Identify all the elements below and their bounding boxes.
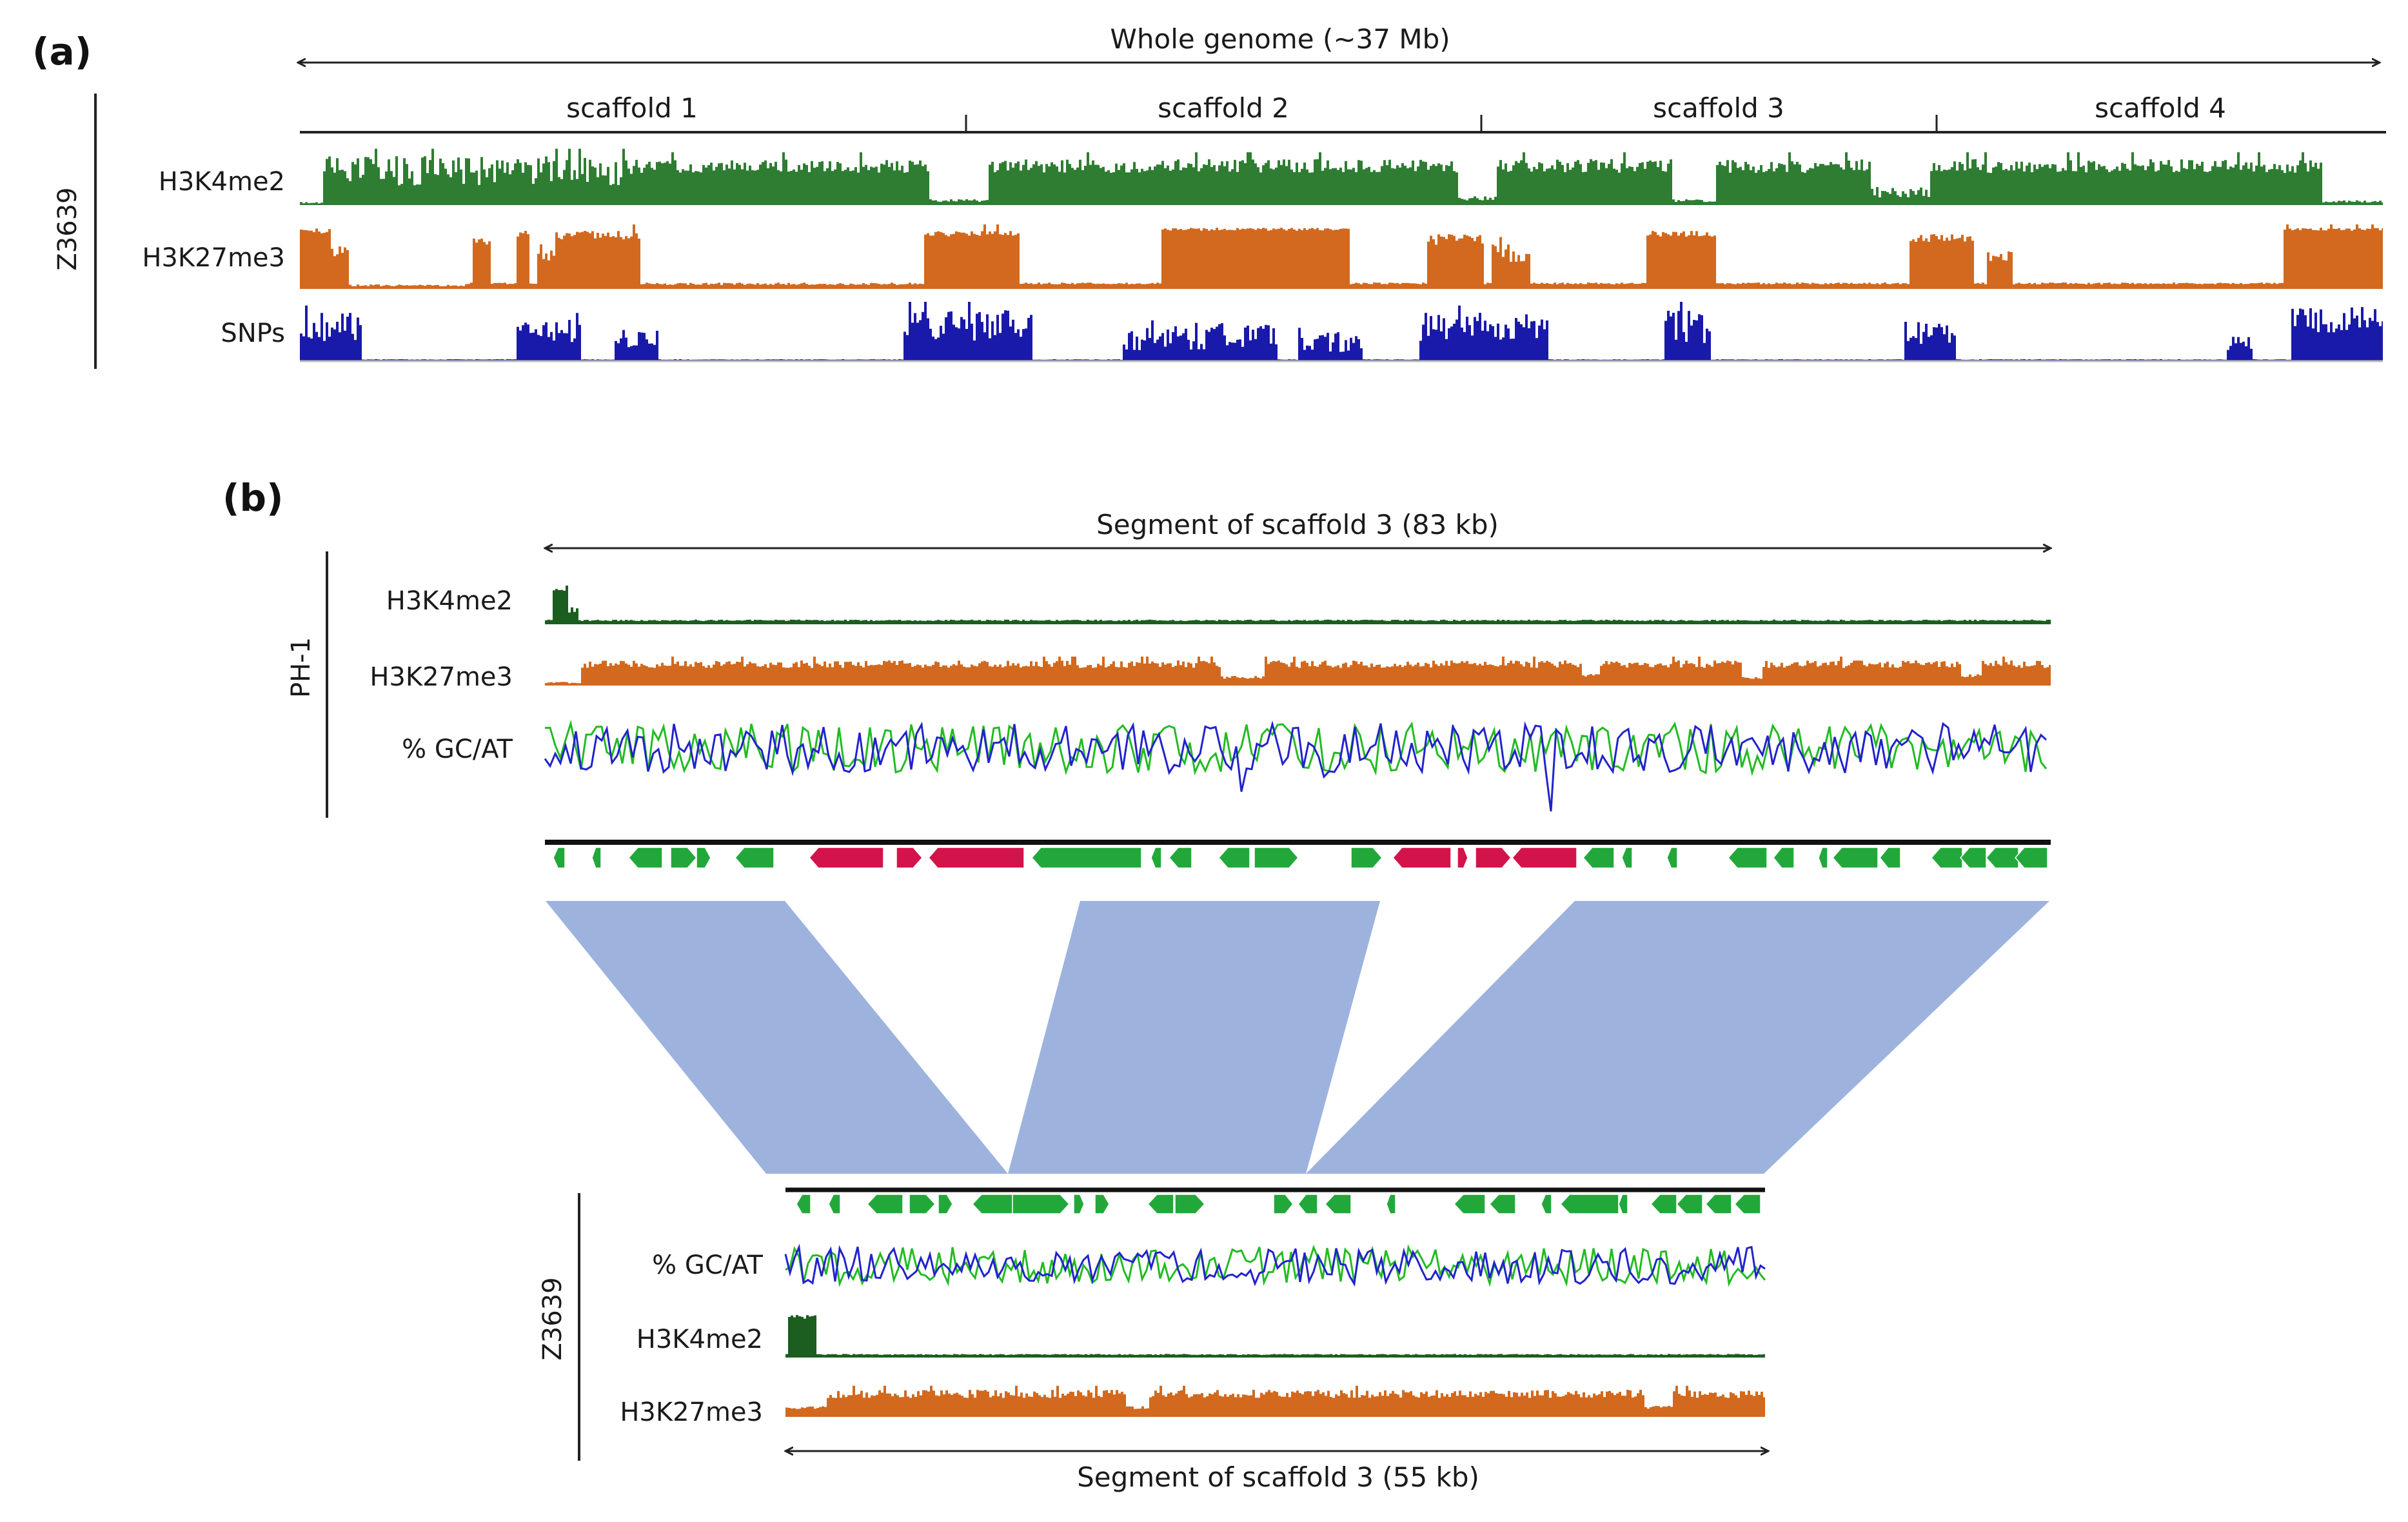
gene-arrow [1559,1194,1619,1214]
synteny-block [546,901,1008,1174]
gene-arrow [1621,847,1633,869]
synteny-block [1008,901,1380,1174]
at-line [544,720,2048,812]
gene-arrow [971,1194,1017,1214]
gene-arrow [1174,1194,1206,1214]
track-label-h3k27me3: H3K27me3 [142,243,285,273]
gene-arrow [1453,1194,1486,1214]
gene-arrow [2015,847,2048,869]
gene-arrow [1298,1194,1318,1214]
gene-arrow [591,847,602,869]
gene-arrow [1986,847,2019,869]
gene-arrow [1728,847,1768,869]
gene-arrow [1169,847,1192,869]
strain-label-a: Z3639 [53,187,83,270]
gene-arrow [1386,1194,1396,1214]
gene-arrow [1147,1194,1174,1214]
gene-arrow [866,1194,903,1214]
gene-arrow [809,847,884,869]
gene-arrow [735,847,775,869]
gene-arrow [1218,847,1250,869]
gene-arrow [938,1194,953,1214]
gene-arrow [1931,847,1963,869]
gene-arrow [1960,847,1987,869]
gene-arrow [670,847,697,869]
strain-label-ph1: PH-1 [286,637,316,698]
gene-arrow [1012,1194,1071,1214]
gene-arrow [1818,847,1828,869]
gene-arrow [1254,847,1299,869]
gene-arrow [796,1194,811,1214]
gene-arrow [928,847,1025,869]
gene-arrow [1512,847,1577,869]
track-label-gc-at: % GC/AT [652,1250,763,1280]
gc-line [785,1244,1766,1287]
gene-arrow [1475,847,1512,869]
bottom-segment-label: Segment of scaffold 3 (55 kb) [1077,1461,1479,1493]
panel-b-label: (b) [222,476,284,520]
gene-arrow [1650,1194,1677,1214]
gene-arrow [1733,1194,1761,1214]
gene-arrow [1879,847,1901,869]
gene-arrow [1324,1194,1352,1214]
genome-label: Whole genome (~37 Mb) [1110,23,1450,55]
gene-arrow [896,847,923,869]
gene-arrow [553,847,566,869]
h3k27me3-track [545,657,2051,686]
gene-arrow [1704,1194,1732,1214]
h3k4me2-track [300,148,2383,205]
h3k27me3-track [300,224,2383,289]
at-line [784,1243,1766,1287]
gene-arrow [909,1194,936,1214]
track-label-snps: SNPs [221,319,285,348]
gene-arrow [628,847,663,869]
gene-arrow [1832,847,1879,869]
track-label-h3k4me2: H3K4me2 [386,586,513,616]
gene-arrow [1273,1194,1294,1214]
gene-arrow [1541,1194,1552,1214]
gene-arrow [1488,1194,1516,1214]
h3k4me2-track [785,1315,1765,1358]
scaffold-label: scaffold 2 [1158,92,1289,124]
track-label-h3k4me2: H3K4me2 [159,167,285,197]
gene-arrow [1773,847,1795,869]
gene-track-bottom [796,1194,1761,1214]
scaffold-label: scaffold 3 [1653,92,1784,124]
gene-track-top [553,847,2048,869]
gene-arrow [1666,847,1678,869]
h3k27me3-track [785,1385,1765,1417]
gene-arrow [1073,1194,1085,1214]
gene-arrow [1350,847,1383,869]
gc-line [544,719,2048,776]
track-label-h3k27me3: H3K27me3 [370,662,513,692]
gene-arrow [828,1194,841,1214]
h3k4me2-track [545,586,2051,624]
track-label-h3k4me2: H3K4me2 [637,1325,763,1354]
track-label-gc-at: % GC/AT [402,735,513,764]
gene-arrow [1675,1194,1703,1214]
synteny-block [1306,901,2049,1174]
track-label-h3k27me3: H3K27me3 [620,1398,763,1427]
panel-a-label: (a) [32,30,92,74]
gene-arrow [1031,847,1142,869]
gene-arrow [1583,847,1615,869]
scaffold-label: scaffold 1 [566,92,698,124]
strain-label-z3639: Z3639 [538,1277,567,1360]
gene-arrow [696,847,711,869]
snp-track [300,302,2383,361]
gene-arrow [1618,1194,1628,1214]
gene-arrow [1457,847,1468,869]
top-segment-label: Segment of scaffold 3 (83 kb) [1096,509,1499,540]
scaffold-label: scaffold 4 [2095,92,2226,124]
gene-arrow [1392,847,1452,869]
gene-arrow [1150,847,1162,869]
gene-arrow [1094,1194,1110,1214]
